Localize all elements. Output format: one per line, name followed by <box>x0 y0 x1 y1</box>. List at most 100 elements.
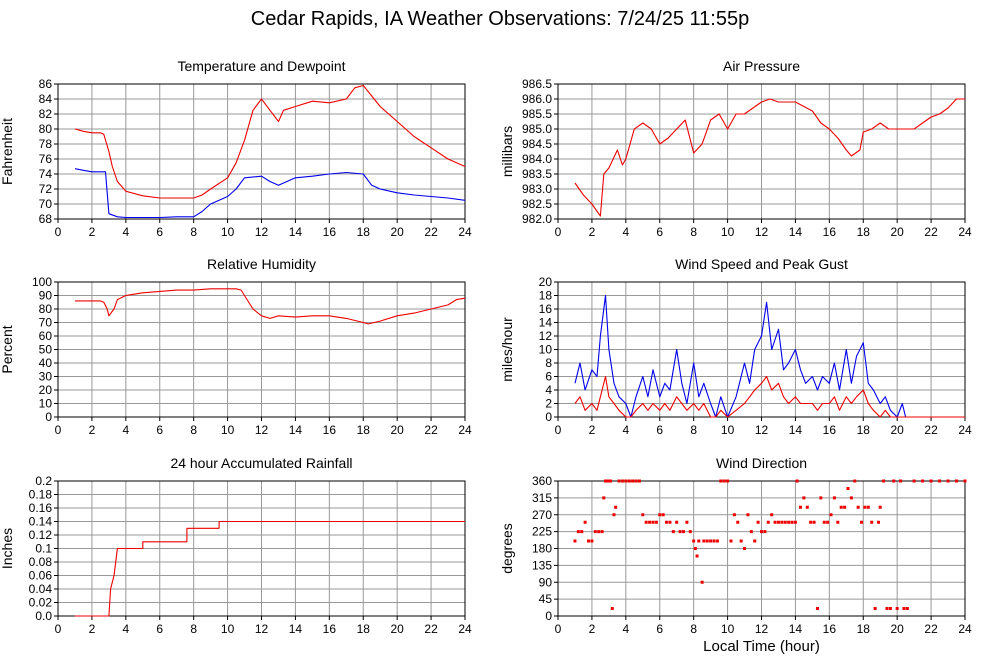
data-point <box>665 520 669 524</box>
data-point <box>614 505 618 509</box>
data-point <box>763 530 767 534</box>
chart-title: Air Pressure <box>723 58 800 74</box>
x-tick-label: 0 <box>555 225 562 239</box>
y-tick-label: 74 <box>39 167 53 181</box>
data-point <box>641 513 645 517</box>
y-tick-label: 12 <box>539 329 553 343</box>
x-tick-label: 18 <box>857 622 871 636</box>
y-axis-label: Fahrenheit <box>0 118 15 185</box>
data-point <box>885 607 889 610</box>
data-point <box>593 530 597 534</box>
x-tick-label: 2 <box>589 225 596 239</box>
y-tick-label: 0.06 <box>29 569 53 583</box>
data-point <box>644 520 648 524</box>
y-tick-label: 0.2 <box>35 474 52 488</box>
data-point <box>739 539 743 543</box>
series-line-1 <box>75 288 466 325</box>
y-tick-label: 90 <box>539 575 553 589</box>
data-point <box>866 505 870 509</box>
y-tick-label: 16 <box>539 302 553 316</box>
data-point <box>627 479 631 483</box>
page-title: Cedar Rapids, IA Weather Observations: 7… <box>250 8 750 30</box>
data-point <box>675 520 679 524</box>
data-point <box>860 520 864 524</box>
x-tick-label: 16 <box>323 622 337 636</box>
x-tick-label: 18 <box>357 225 371 239</box>
y-tick-label: 2 <box>545 397 552 411</box>
x-tick-label: 4 <box>122 225 129 239</box>
y-axis-label: millibars <box>499 126 515 177</box>
data-point <box>624 479 628 483</box>
data-point <box>902 607 906 610</box>
x-tick-label: 14 <box>289 423 303 437</box>
chart-title: Wind Speed and Peak Gust <box>675 256 848 272</box>
x-tick-label: 10 <box>721 225 735 239</box>
y-tick-label: 10 <box>539 343 553 357</box>
data-point <box>929 479 933 483</box>
data-point <box>736 520 740 524</box>
y-tick-label: 14 <box>539 316 553 330</box>
y-axis-label: degrees <box>499 523 515 574</box>
data-point <box>743 547 747 550</box>
data-point <box>888 607 892 610</box>
x-tick-label: 8 <box>690 225 697 239</box>
y-tick-label: 180 <box>532 542 552 556</box>
x-tick-label: 24 <box>958 225 972 239</box>
x-tick-label: 22 <box>924 225 938 239</box>
data-point <box>693 547 697 550</box>
data-point <box>836 520 840 524</box>
y-tick-label: 0.0 <box>35 609 52 623</box>
y-tick-label: 0 <box>545 410 552 424</box>
series-line-2 <box>74 168 466 219</box>
x-tick-label: 16 <box>823 225 837 239</box>
data-point <box>787 520 791 524</box>
data-point <box>756 520 760 524</box>
y-tick-label: 135 <box>532 558 552 572</box>
y-tick-label: 50 <box>39 343 53 357</box>
x-tick-label: 16 <box>823 423 837 437</box>
x-tick-label: 2 <box>89 423 96 437</box>
data-point <box>705 539 709 543</box>
x-tick-label: 22 <box>424 225 438 239</box>
x-tick-label: 6 <box>156 225 163 239</box>
y-tick-label: 986.5 <box>522 77 552 91</box>
x-tick-label: 4 <box>622 423 629 437</box>
chart-2: 0 2 4 6 8 10 12 14 16 18 20 22 24982.0982.5983.0983.… <box>499 58 972 239</box>
x-tick-label: 18 <box>857 225 871 239</box>
chart-5: 0 2 4 6 8 10 12 14 16 18 20 22 240.00.020.040.060.08… <box>0 455 472 636</box>
x-tick-label: 12 <box>755 622 769 636</box>
y-tick-label: 70 <box>39 197 53 211</box>
x-tick-label: 2 <box>589 622 596 636</box>
y-tick-label: 0.1 <box>35 542 52 556</box>
x-tick-label: 24 <box>958 622 972 636</box>
data-point <box>809 520 813 524</box>
data-point <box>597 530 601 534</box>
data-point <box>583 520 587 524</box>
data-point <box>773 520 777 524</box>
y-tick-label: 10 <box>39 397 53 411</box>
data-point <box>648 520 652 524</box>
y-tick-label: 68 <box>39 212 53 226</box>
chart-6: 0 2 4 6 8 10 12 14 16 18 20 22 240459013518022527031… <box>499 455 972 655</box>
x-tick-label: 4 <box>122 622 129 636</box>
data-point <box>760 530 763 534</box>
chart-3: 0 2 4 6 8 10 12 14 16 18 20 22 240102030405060708090… <box>0 256 472 437</box>
y-tick-label: 100 <box>32 275 52 289</box>
data-point <box>590 539 594 543</box>
data-point <box>661 513 665 517</box>
data-point <box>732 513 736 517</box>
data-point <box>899 479 903 483</box>
x-tick-label: 10 <box>721 423 735 437</box>
chart-1: 0 2 4 6 8 10 12 14 16 18 20 22 246870727476788082848… <box>0 58 472 239</box>
x-tick-label: 2 <box>89 622 96 636</box>
data-point <box>776 520 780 524</box>
x-tick-label: 2 <box>89 225 96 239</box>
data-point <box>783 520 787 524</box>
data-point <box>826 520 830 524</box>
x-tick-label: 14 <box>789 225 803 239</box>
x-tick-label: 8 <box>190 622 197 636</box>
y-tick-label: 0.16 <box>29 501 53 515</box>
data-point <box>651 520 655 524</box>
y-tick-label: 80 <box>39 122 53 136</box>
y-tick-label: 78 <box>39 137 53 151</box>
